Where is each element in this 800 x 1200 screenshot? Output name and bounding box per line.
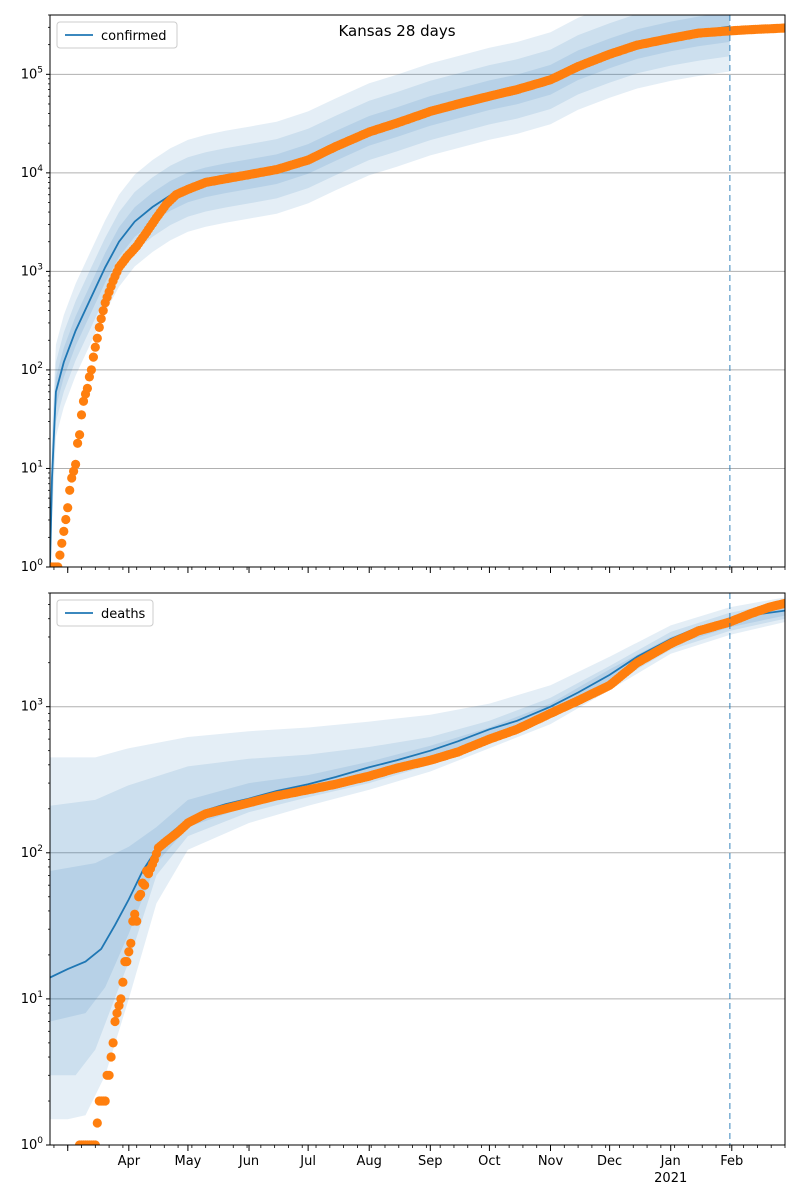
x-tick-label: Jun bbox=[238, 1154, 259, 1169]
observed-point bbox=[136, 889, 146, 899]
x-tick-year-label: 2021 bbox=[654, 1171, 687, 1186]
legend-label: deaths bbox=[101, 607, 146, 622]
x-tick-label: Aug bbox=[357, 1154, 382, 1169]
observed-point bbox=[82, 383, 92, 393]
observed-point bbox=[98, 306, 108, 316]
observed-point bbox=[122, 957, 132, 967]
observed-point bbox=[110, 1016, 120, 1027]
x-tick-label: Feb bbox=[720, 1154, 743, 1169]
y-tick-exponent: 5 bbox=[37, 65, 43, 75]
observed-point bbox=[92, 333, 102, 343]
observed-point bbox=[106, 1052, 116, 1062]
observed-point bbox=[88, 352, 98, 362]
x-tick-label: May bbox=[174, 1154, 201, 1169]
observed-point bbox=[71, 459, 81, 469]
x-tick-label: Dec bbox=[597, 1154, 622, 1169]
legend-label: confirmed bbox=[101, 29, 167, 44]
observed-point bbox=[108, 1038, 118, 1048]
observed-point bbox=[118, 977, 128, 987]
axes-frame bbox=[49, 592, 786, 1146]
y-tick-exponent: 1 bbox=[37, 990, 43, 1000]
observed-point bbox=[53, 562, 63, 567]
observed-point bbox=[65, 485, 75, 495]
x-tick-label: Sep bbox=[418, 1154, 443, 1169]
observed-point bbox=[90, 342, 100, 352]
observed-point bbox=[57, 538, 67, 548]
legend: deaths bbox=[56, 599, 154, 627]
observed-point bbox=[75, 430, 85, 440]
observed-point bbox=[86, 365, 96, 375]
observed-point bbox=[55, 550, 65, 560]
observed-point bbox=[63, 503, 73, 513]
legend: confirmed bbox=[56, 21, 178, 49]
observed-point bbox=[100, 1096, 110, 1106]
y-tick-exponent: 1 bbox=[37, 459, 43, 469]
y-tick-exponent: 3 bbox=[37, 262, 43, 272]
y-tick-exponent: 4 bbox=[37, 164, 43, 174]
x-tick-label: Jul bbox=[299, 1154, 316, 1169]
observed-point bbox=[116, 994, 126, 1004]
observed-point bbox=[104, 1070, 114, 1080]
observed-point bbox=[124, 947, 134, 957]
observed-point bbox=[96, 314, 106, 324]
y-tick-exponent: 2 bbox=[37, 844, 43, 854]
y-tick-exponent: 2 bbox=[37, 361, 43, 371]
legend-box bbox=[56, 21, 178, 49]
y-tick-exponent: 3 bbox=[37, 698, 43, 708]
observed-point bbox=[92, 1118, 102, 1128]
observed-point bbox=[112, 1008, 122, 1018]
observed-point bbox=[94, 322, 104, 332]
observed-point bbox=[780, 23, 785, 33]
legend-box bbox=[56, 599, 154, 627]
observed-point bbox=[84, 372, 94, 382]
y-tick-exponent: 0 bbox=[37, 558, 43, 568]
x-tick-label: Jan bbox=[660, 1154, 681, 1169]
chart-title: Kansas 28 days bbox=[338, 22, 455, 40]
confidence-band-2 bbox=[50, 15, 730, 567]
observed-point bbox=[78, 396, 89, 406]
x-tick-label: Nov bbox=[538, 1154, 564, 1169]
confidence-band-1 bbox=[50, 15, 730, 567]
observed-point bbox=[130, 909, 140, 919]
observed-point bbox=[90, 1140, 100, 1145]
observed-point bbox=[126, 938, 136, 948]
observed-point bbox=[73, 438, 83, 448]
observed-point bbox=[61, 514, 71, 525]
x-tick-label: Oct bbox=[478, 1154, 500, 1169]
observed-point bbox=[780, 598, 785, 608]
observed-point bbox=[76, 410, 87, 420]
x-tick-label: Apr bbox=[118, 1154, 141, 1169]
observed-point bbox=[132, 916, 142, 926]
plot-area bbox=[50, 15, 785, 567]
axes-frame bbox=[49, 14, 786, 568]
observed-point bbox=[140, 880, 150, 890]
y-tick-exponent: 0 bbox=[37, 1136, 43, 1146]
plot-area bbox=[50, 597, 785, 1145]
observed-point bbox=[59, 526, 69, 537]
model-line-deaths bbox=[50, 609, 785, 979]
